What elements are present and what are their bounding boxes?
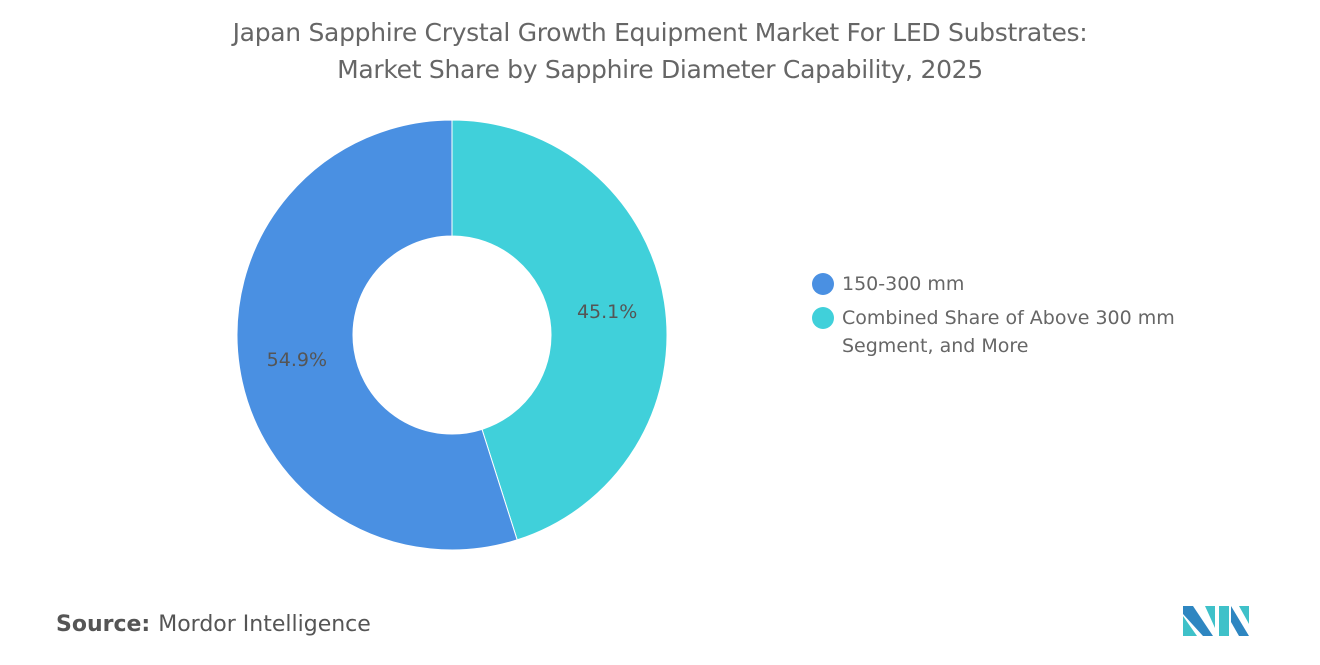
mordor-intelligence-logo bbox=[1183, 606, 1249, 636]
title-line-2: Market Share by Sapphire Diameter Capabi… bbox=[337, 55, 983, 84]
title-line-1: Japan Sapphire Crystal Growth Equipment … bbox=[232, 18, 1088, 47]
source: Source: Mordor Intelligence bbox=[56, 612, 371, 637]
source-label: Source: bbox=[56, 612, 151, 637]
chart-title: Japan Sapphire Crystal Growth Equipment … bbox=[0, 14, 1320, 88]
legend-swatch bbox=[812, 307, 834, 329]
legend: 150-300 mm Combined Share of Above 300 m… bbox=[812, 270, 1202, 366]
donut-slice bbox=[451, 119, 668, 541]
legend-label: Combined Share of Above 300 mm Segment, … bbox=[842, 307, 1175, 357]
legend-label: 150-300 mm bbox=[842, 273, 965, 295]
legend-swatch bbox=[812, 273, 834, 295]
legend-item: Combined Share of Above 300 mm Segment, … bbox=[812, 304, 1202, 360]
data-label: 45.1% bbox=[577, 301, 637, 323]
source-value: Mordor Intelligence bbox=[158, 612, 371, 637]
donut-slice bbox=[236, 119, 518, 551]
legend-item: 150-300 mm bbox=[812, 270, 1202, 298]
data-label: 54.9% bbox=[267, 349, 327, 371]
